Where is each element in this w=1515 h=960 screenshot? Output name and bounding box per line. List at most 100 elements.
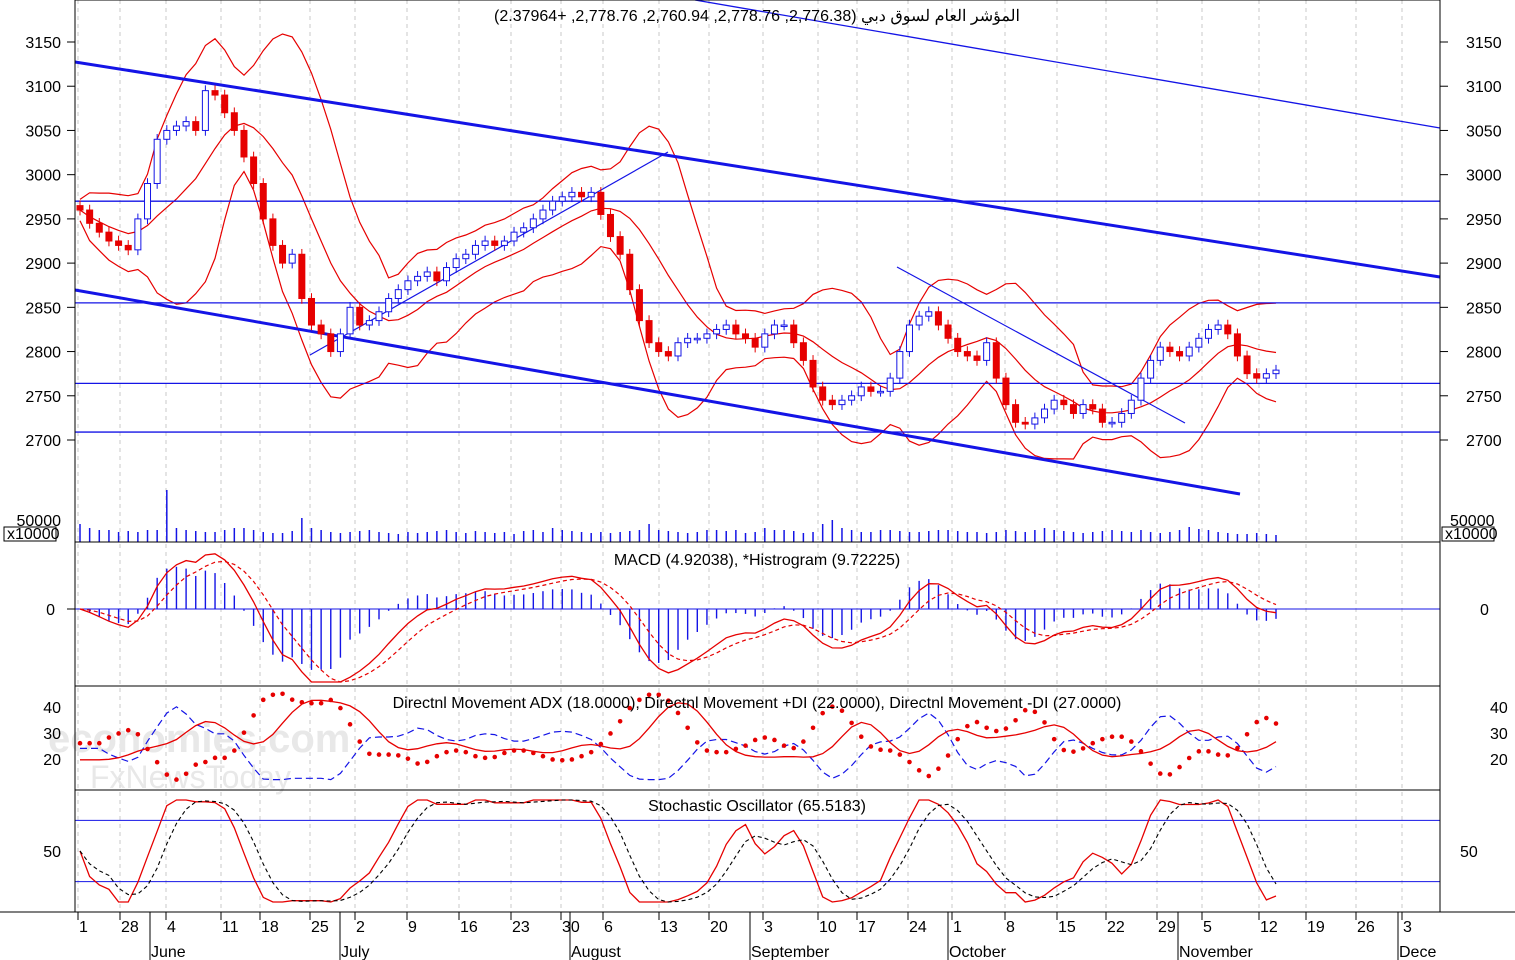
- x-tick-label: 1: [953, 919, 962, 936]
- y-tick-label: 2700: [25, 433, 61, 450]
- minus-di-dot: [502, 750, 507, 756]
- minus-di-dot: [984, 725, 989, 731]
- stochastic-title: Stochastic Oscillator (65.5183): [648, 798, 866, 815]
- candle-body: [76, 205, 84, 211]
- candle-body: [655, 342, 663, 353]
- minus-di-dot: [849, 720, 854, 726]
- minus-di-dot: [203, 759, 208, 765]
- y-tick-label: 3050: [25, 123, 61, 140]
- minus-di-dot: [376, 752, 382, 757]
- candle-body: [95, 222, 103, 233]
- candle-body: [751, 337, 759, 348]
- volume-label: 50000: [1450, 513, 1495, 530]
- minus-di-dot: [617, 718, 623, 724]
- adx-line: [80, 699, 1277, 761]
- y-tick-label: 2850: [25, 300, 61, 317]
- minus-di-dot: [839, 708, 845, 713]
- y-tick-label: 2800: [25, 345, 61, 362]
- y-tick-label: 2850: [1466, 300, 1502, 317]
- month-label: September: [751, 944, 830, 960]
- minus-di-dot: [531, 750, 536, 756]
- x-tick-label: 12: [1260, 919, 1278, 936]
- candle-body: [182, 121, 190, 127]
- minus-di-dot: [878, 747, 883, 752]
- candle-body: [288, 253, 296, 264]
- candle-body: [1012, 404, 1020, 423]
- minus-di-dot: [338, 705, 343, 711]
- minus-di-dot: [772, 737, 777, 743]
- minus-di-dot: [116, 731, 121, 736]
- minus-di-dot: [1003, 726, 1009, 731]
- grid-lines: [77, 0, 1403, 908]
- price-title: المؤشر العام لسوق دبي (2,776.38, 2,778.7…: [494, 8, 1020, 25]
- candle-body: [500, 240, 508, 246]
- horizontal-levels: [75, 200, 1440, 433]
- macd-signal-line: [79, 560, 1277, 683]
- minus-di-dot: [897, 752, 903, 757]
- candle-body: [635, 289, 643, 322]
- minus-di-dot: [810, 725, 816, 731]
- minus-di-dot: [1177, 764, 1182, 770]
- candle-body: [539, 209, 547, 220]
- minus-di-dot: [974, 719, 980, 725]
- minus-di-dot: [1254, 719, 1260, 725]
- y-tick-label: 30: [43, 726, 61, 743]
- candle-body: [365, 320, 373, 326]
- dmi-title: Directnl Movement ADX (18.0000), Directn…: [393, 695, 1122, 712]
- y-tick-label: 40: [43, 700, 61, 717]
- minus-di-dot: [482, 755, 488, 761]
- candle-body: [558, 196, 566, 202]
- minus-di-dot: [945, 753, 951, 758]
- minus-di-dot: [106, 735, 112, 740]
- minus-di-dot: [444, 749, 449, 755]
- candle-body: [915, 315, 923, 326]
- candle-body: [279, 244, 287, 264]
- candle-body: [799, 342, 807, 361]
- candle-body: [336, 333, 344, 353]
- minus-di-dot: [1129, 739, 1134, 744]
- trend-lines: [74, 0, 1441, 496]
- candle-body: [732, 324, 740, 335]
- volume-label: 50000: [17, 513, 62, 530]
- x-tick-label: 11: [222, 919, 239, 936]
- minus-di-dot: [251, 713, 256, 718]
- candle-body: [269, 218, 277, 246]
- candle-body: [1176, 351, 1184, 357]
- candle-body: [134, 218, 142, 251]
- candle-body: [809, 359, 817, 388]
- candle-body: [1166, 346, 1174, 353]
- trend-line: [74, 288, 1241, 496]
- minus-di-dot: [579, 753, 584, 759]
- candle-body: [1195, 337, 1203, 348]
- y-tick-label: 2900: [25, 256, 61, 273]
- candle-body: [1069, 404, 1077, 414]
- trend-line: [74, 60, 1441, 279]
- minus-di-dot: [965, 723, 970, 729]
- x-tick-label: 5: [1203, 919, 1212, 936]
- month-label: November: [1179, 944, 1253, 960]
- minus-di-dot: [1273, 721, 1279, 726]
- candle-body: [770, 324, 778, 335]
- candle-body: [491, 240, 499, 246]
- y-tick-label: 2950: [1466, 212, 1502, 229]
- minus-di-dot: [907, 759, 912, 765]
- y-tick-label: 2750: [1466, 389, 1502, 406]
- y-tick-label: 3050: [1466, 123, 1502, 140]
- y-tick-label: 2700: [1466, 433, 1502, 450]
- candle-body: [443, 267, 451, 282]
- candle-body: [1156, 346, 1164, 361]
- y-tick-label: 20: [1490, 752, 1508, 769]
- minus-di-dot: [434, 753, 440, 759]
- y-tick-label: 20: [43, 752, 61, 769]
- minus-di-dot: [588, 749, 594, 755]
- candle-body: [1050, 399, 1058, 410]
- candle-body: [423, 271, 431, 277]
- minus-di-dot: [762, 735, 768, 740]
- minus-di-dot: [1071, 749, 1076, 754]
- candle-body: [520, 227, 528, 233]
- minus-di-dot: [820, 710, 825, 716]
- candle-body: [693, 337, 701, 341]
